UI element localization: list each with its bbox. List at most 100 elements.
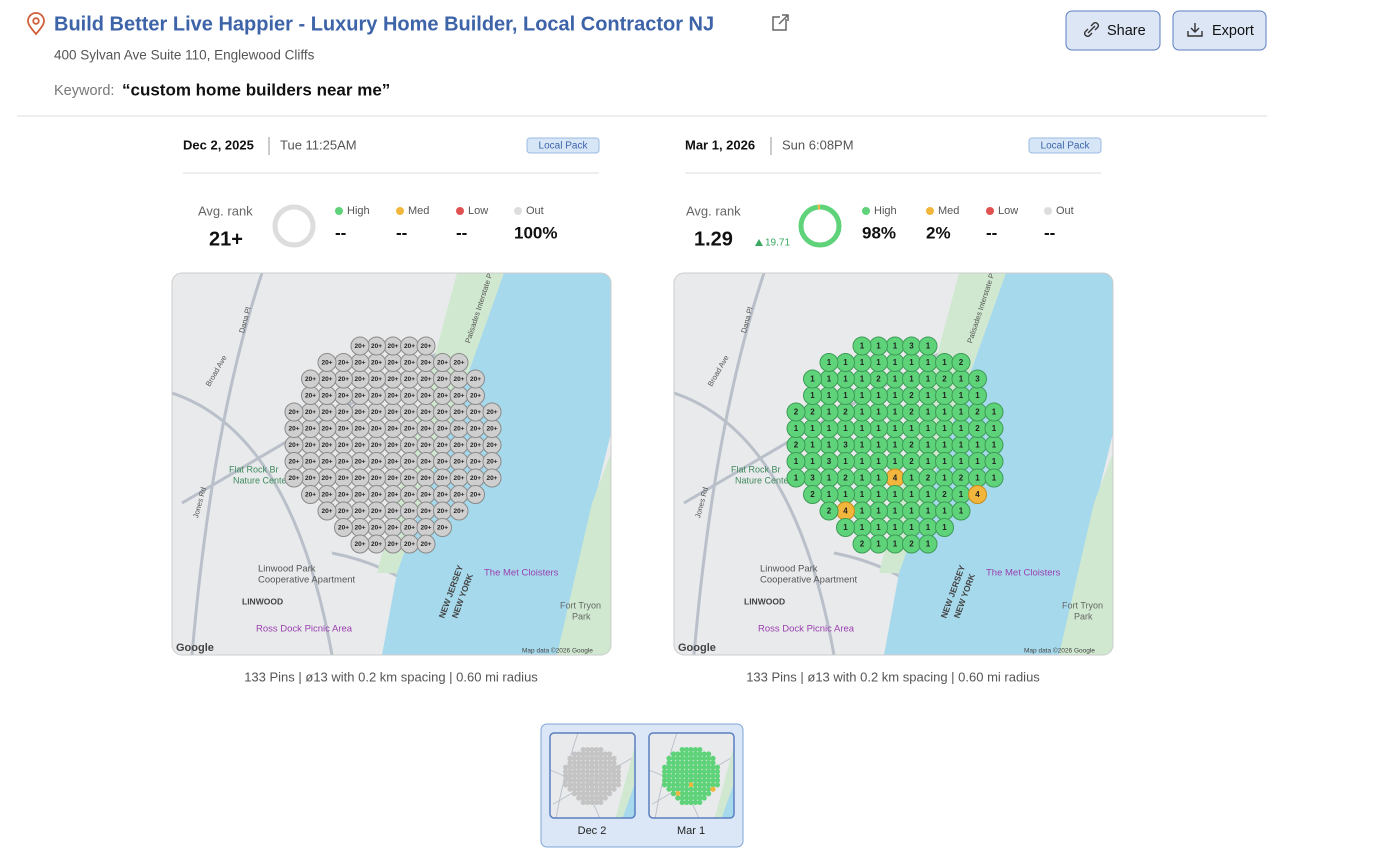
thumb-pin [688, 786, 694, 792]
pin-label: 20+ [437, 525, 448, 532]
pin-label: 1 [860, 391, 865, 400]
pin-label: 20+ [437, 426, 448, 433]
thumb-pin [576, 777, 582, 783]
thumb-pin [585, 799, 591, 805]
pin-label: 20+ [288, 475, 299, 482]
pin-label: 20+ [305, 459, 316, 466]
pin-label: 20+ [404, 409, 415, 416]
pin-label: 1 [992, 441, 997, 450]
thumb-pin [593, 764, 599, 770]
pin-label: 20+ [321, 475, 332, 482]
pin-label: 20+ [371, 442, 382, 449]
thumb-pin [585, 786, 591, 792]
thumb-pin [670, 773, 676, 779]
export-button[interactable]: Export [1172, 10, 1267, 51]
pin-label: 1 [942, 408, 947, 417]
thumb-pin [675, 777, 681, 783]
pin-label: 2 [810, 408, 815, 417]
pin-label: 1 [876, 540, 881, 549]
thumb-pin [585, 782, 591, 788]
legend-dot [1044, 207, 1052, 215]
thumb-pin [580, 782, 586, 788]
thumb-pin [576, 769, 582, 775]
thumb-pin [589, 751, 595, 757]
pin-label: 1 [843, 523, 848, 532]
pin-label: 1 [893, 391, 898, 400]
map-label: Ross Dock Picnic Area [758, 624, 855, 635]
pin-label: 20+ [321, 393, 332, 400]
thumb-pin [692, 764, 698, 770]
legend-dot [862, 207, 870, 215]
pin-label: 20+ [486, 459, 497, 466]
thumb-pin [714, 764, 720, 770]
pin-label: 1 [876, 424, 881, 433]
thumb-pin [714, 773, 720, 779]
pin-label: 20+ [387, 376, 398, 383]
thumb-pin [679, 769, 685, 775]
thumb-pin [684, 769, 690, 775]
business-title[interactable]: Build Better Live Happier - Luxury Home … [54, 13, 714, 35]
pin-label: 1 [810, 391, 815, 400]
share-button[interactable]: Share [1065, 10, 1161, 51]
thumb-pin [701, 791, 707, 797]
pin-label: 20+ [404, 541, 415, 548]
thumb-pin [688, 799, 694, 805]
thumb-pin [571, 755, 577, 761]
pin-label: 20+ [404, 343, 415, 350]
thumb-pin [706, 777, 712, 783]
pin-label: 20+ [437, 459, 448, 466]
thumb-pin [593, 773, 599, 779]
thumb-pin [585, 764, 591, 770]
pin-label: 4 [843, 507, 848, 516]
thumb-pin [589, 755, 595, 761]
park [1059, 453, 1113, 655]
pin-label: 1 [942, 441, 947, 450]
thumb-pin [602, 782, 608, 788]
share-label[interactable]: Share [1107, 23, 1146, 39]
river [714, 733, 734, 818]
pin-label: 1 [843, 375, 848, 384]
badge-label: Local Pack [539, 141, 589, 152]
thumb-pin [611, 782, 617, 788]
stat-value: -- [396, 223, 407, 242]
pin-label: 20+ [404, 525, 415, 532]
map-label: The Met Cloisters [484, 568, 559, 579]
thumb-pin [684, 773, 690, 779]
pin-label: 20+ [453, 409, 464, 416]
thumb-pin [670, 755, 676, 761]
thumb-pin [666, 773, 672, 779]
external-link-icon[interactable] [772, 14, 789, 31]
map-label: Park [572, 611, 591, 621]
thumbnail[interactable] [550, 733, 680, 826]
pin-label: 1 [909, 424, 914, 433]
pin-label: 1 [909, 358, 914, 367]
pin-label: 2 [909, 408, 914, 417]
road [190, 273, 264, 655]
thumb-pin [701, 786, 707, 792]
thumb-pin [688, 755, 694, 761]
pin-label: 20+ [354, 442, 365, 449]
thumb-pin [567, 786, 573, 792]
thumb-pin [688, 760, 694, 766]
thumb-pin [701, 777, 707, 783]
pin-label: 20+ [437, 409, 448, 416]
pin-label: 20+ [321, 409, 332, 416]
pin-label: 1 [959, 391, 964, 400]
thumb-pin [589, 773, 595, 779]
thumb-pin [679, 795, 685, 801]
badge [526, 137, 600, 154]
location-icon [27, 12, 45, 36]
pin-label: 20+ [420, 475, 431, 482]
thumb-pin [607, 782, 613, 788]
export-label[interactable]: Export [1212, 23, 1254, 39]
pin-label: 1 [926, 408, 931, 417]
avg-rank-value: 1.29 [694, 228, 733, 250]
map-label: Google [176, 642, 214, 654]
thumbnail[interactable] [649, 733, 779, 826]
thumb-pin [598, 791, 604, 797]
thumb-pin [675, 791, 681, 797]
thumb-pin [580, 773, 586, 779]
thumb-pin [571, 764, 577, 770]
pin-label: 2 [959, 474, 964, 483]
pin-label: 20+ [470, 409, 481, 416]
